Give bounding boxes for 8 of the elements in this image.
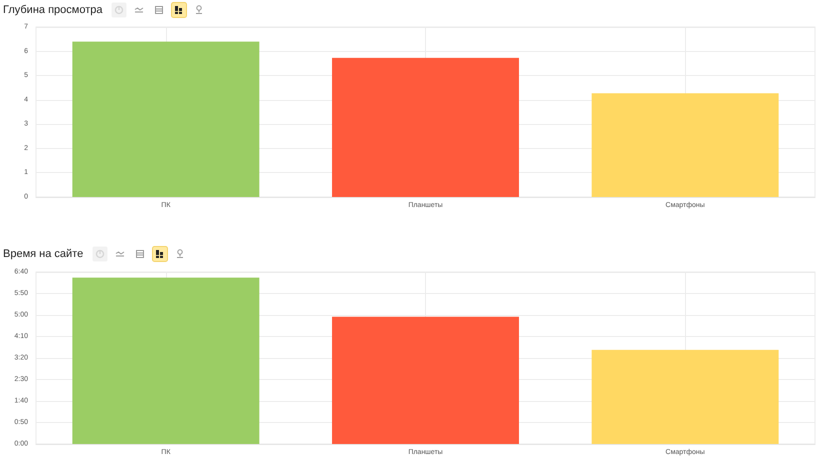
- bar: [72, 278, 260, 444]
- chart-title: Глубина просмотра: [3, 3, 102, 17]
- bar: [592, 93, 779, 197]
- bar: [72, 42, 260, 197]
- bar: [332, 316, 519, 444]
- chart-title: Время на сайте: [3, 247, 84, 261]
- bar: [332, 58, 519, 197]
- bar: [592, 350, 779, 444]
